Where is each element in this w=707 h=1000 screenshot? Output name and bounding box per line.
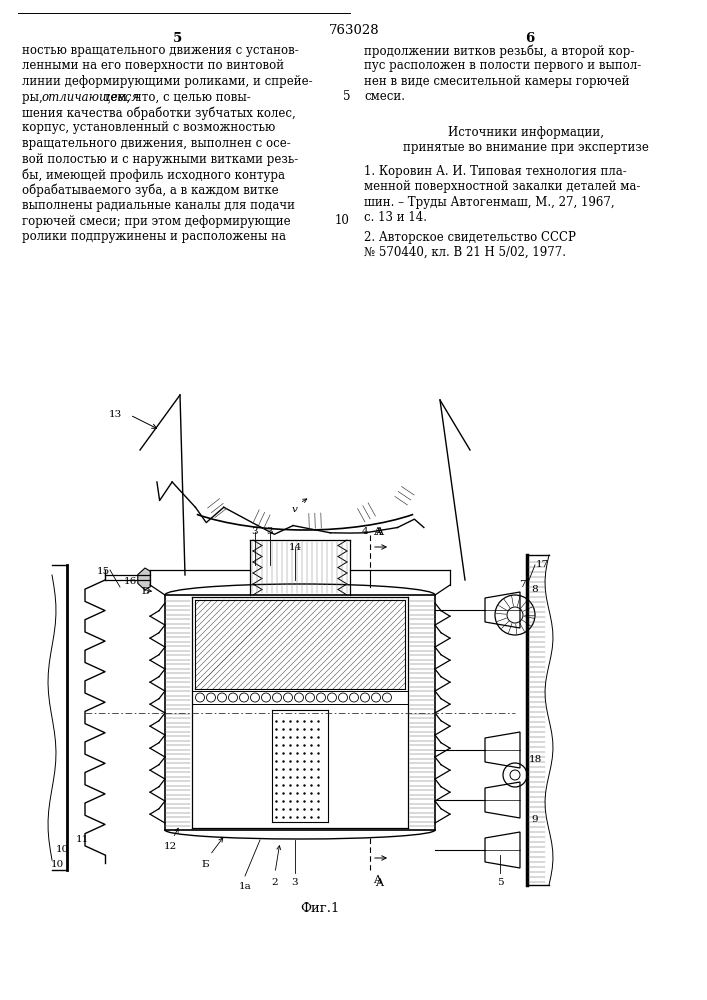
- Polygon shape: [138, 568, 151, 590]
- Polygon shape: [485, 592, 520, 628]
- Text: 6: 6: [525, 32, 534, 45]
- Text: вращательного движения, выполнен с осе-: вращательного движения, выполнен с осе-: [22, 137, 291, 150]
- Text: № 570440, кл. В 21 Н 5/02, 1977.: № 570440, кл. В 21 Н 5/02, 1977.: [364, 246, 566, 259]
- Text: менной поверхностной закалки деталей ма-: менной поверхностной закалки деталей ма-: [364, 180, 641, 193]
- Text: Б: Б: [141, 587, 148, 596]
- Text: 8: 8: [532, 585, 538, 594]
- Text: 2. Авторское свидетельство СССР: 2. Авторское свидетельство СССР: [364, 231, 576, 244]
- Text: корпус, установленный с возможностью: корпус, установленный с возможностью: [22, 121, 275, 134]
- Text: 1. Коровин А. И. Типовая технология пла-: 1. Коровин А. И. Типовая технология пла-: [364, 165, 626, 178]
- Text: 15: 15: [96, 567, 110, 576]
- Text: тем, что, с целью повы-: тем, что, с целью повы-: [100, 91, 250, 104]
- Text: отличающееся: отличающееся: [42, 91, 139, 104]
- Text: 10: 10: [335, 215, 350, 228]
- Text: выполнены радиальные каналы для подачи: выполнены радиальные каналы для подачи: [22, 199, 295, 212]
- Text: 17: 17: [535, 560, 549, 569]
- Text: 13: 13: [108, 410, 122, 419]
- Text: нен в виде смесительной камеры горючей: нен в виде смесительной камеры горючей: [364, 75, 629, 88]
- Text: обрабатываемого зуба, а в каждом витке: обрабатываемого зуба, а в каждом витке: [22, 184, 279, 197]
- Polygon shape: [485, 832, 520, 868]
- Text: Б: Б: [201, 860, 209, 869]
- Text: 1а: 1а: [239, 882, 252, 891]
- Text: 3: 3: [252, 527, 258, 536]
- Text: 763028: 763028: [329, 24, 380, 37]
- Text: смеси.: смеси.: [364, 91, 405, 104]
- Text: Фиг.1: Фиг.1: [300, 902, 339, 915]
- Text: 10: 10: [50, 860, 64, 869]
- Text: линии деформирующими роликами, и спрейе-: линии деформирующими роликами, и спрейе-: [22, 75, 312, 88]
- Polygon shape: [485, 732, 520, 768]
- Text: ностью вращательного движения с установ-: ностью вращательного движения с установ-: [22, 44, 299, 57]
- Text: 7: 7: [519, 580, 525, 589]
- Text: пус расположен в полости первого и выпол-: пус расположен в полости первого и выпол…: [364, 60, 641, 73]
- Text: ролики подпружинены и расположены на: ролики подпружинены и расположены на: [22, 230, 286, 243]
- Text: 5: 5: [173, 32, 182, 45]
- Text: 16: 16: [124, 577, 136, 586]
- Text: 4: 4: [362, 527, 368, 536]
- Text: шин. – Труды Автогенмаш, М., 27, 1967,: шин. – Труды Автогенмаш, М., 27, 1967,: [364, 196, 614, 209]
- Text: 3: 3: [292, 878, 298, 887]
- Text: принятые во внимание при экспертизе: принятые во внимание при экспертизе: [403, 141, 649, 154]
- Text: с. 13 и 14.: с. 13 и 14.: [364, 211, 427, 224]
- Text: A: A: [375, 878, 383, 888]
- Text: бы, имеющей профиль исходного контура: бы, имеющей профиль исходного контура: [22, 168, 285, 182]
- Text: ленными на его поверхности по винтовой: ленными на его поверхности по винтовой: [22, 60, 284, 73]
- Text: 5: 5: [497, 878, 503, 887]
- Text: 2: 2: [271, 878, 279, 887]
- Text: вой полостью и с наружными витками резь-: вой полостью и с наружными витками резь-: [22, 152, 298, 165]
- Text: A: A: [375, 527, 383, 537]
- Text: продолжении витков резьбы, а второй кор-: продолжении витков резьбы, а второй кор-: [364, 44, 634, 57]
- Text: 9: 9: [532, 815, 538, 824]
- Text: 3: 3: [267, 527, 274, 536]
- Text: 10: 10: [55, 845, 69, 854]
- Text: v: v: [292, 505, 298, 514]
- Text: 18: 18: [528, 755, 542, 764]
- Text: Источники информации,: Источники информации,: [448, 126, 604, 139]
- Text: горючей смеси; при этом деформирующие: горючей смеси; при этом деформирующие: [22, 215, 291, 228]
- Text: 11: 11: [76, 835, 88, 844]
- Text: ры,: ры,: [22, 91, 47, 104]
- Text: A: A: [373, 527, 381, 537]
- Polygon shape: [485, 782, 520, 818]
- Text: шения качества обработки зубчатых колес,: шения качества обработки зубчатых колес,: [22, 106, 296, 119]
- Text: A: A: [373, 875, 381, 885]
- Text: 12: 12: [163, 842, 177, 851]
- Text: 14: 14: [288, 543, 302, 552]
- Text: 5: 5: [342, 91, 350, 104]
